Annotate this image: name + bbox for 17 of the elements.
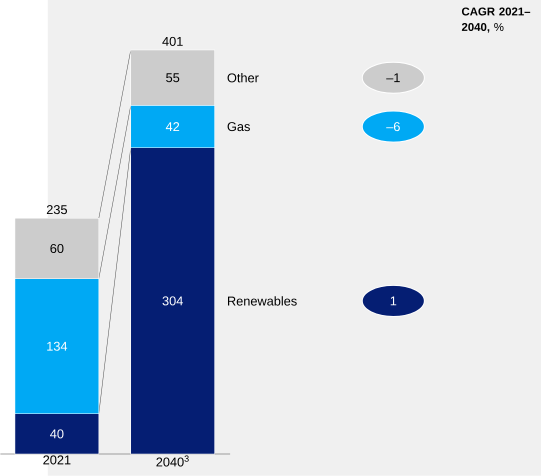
data-label: 60 bbox=[50, 244, 64, 254]
series-label: Renewables bbox=[228, 296, 297, 306]
series-label: Other bbox=[228, 73, 259, 82]
data-label: 40 bbox=[50, 429, 64, 438]
total-label: 235 bbox=[46, 205, 67, 214]
total-label: 401 bbox=[162, 36, 183, 46]
x-tick-label: 2040$^{3}$ bbox=[156, 455, 189, 467]
text: –1 bbox=[386, 73, 400, 82]
text: –6 bbox=[386, 122, 400, 132]
data-label: 55 bbox=[166, 73, 180, 82]
text: 1 bbox=[390, 296, 396, 306]
x-tick-label: 2021 bbox=[43, 455, 70, 465]
text: CAGR 2021–2040, % bbox=[462, 8, 530, 33]
data-label: 134 bbox=[47, 342, 68, 351]
series-label: Gas bbox=[228, 122, 250, 132]
data-label: 42 bbox=[166, 122, 180, 132]
data-label: 304 bbox=[162, 296, 183, 306]
